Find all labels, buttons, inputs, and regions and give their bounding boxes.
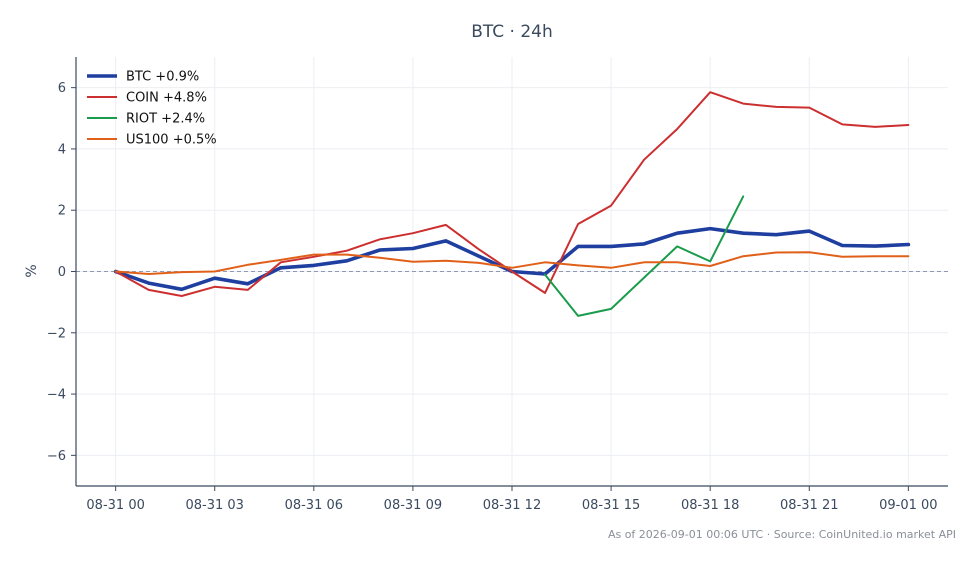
series-lines: [113, 91, 911, 317]
legend-label-0: BTC +0.9%: [126, 70, 199, 85]
y-tick-label: 0: [58, 265, 66, 280]
legend-label-2: RIOT +2.4%: [126, 112, 205, 127]
x-tick-label: 09-01 00: [879, 498, 937, 513]
legend: BTC +0.9% COIN +4.8% RIOT +2.4% US100 +0.5%: [87, 70, 217, 148]
y-tick-label: 2: [58, 204, 66, 219]
source-footer: As of 2026-09-01 00:06 UTC · Source: Coi…: [608, 528, 956, 541]
y-tick-label: 6: [58, 81, 66, 96]
y-tick-label: 4: [58, 142, 66, 157]
y-tick-label: −4: [47, 388, 66, 403]
x-tick-label: 08-31 12: [483, 498, 541, 513]
y-axis-ticks: −6 −4 −2 0 2 4 6: [47, 81, 76, 464]
x-tick-label: 08-31 09: [384, 498, 442, 513]
x-axis-ticks: 08-31 00 08-31 03 08-31 06 08-31 09 08-31 12…: [86, 486, 938, 513]
series-line-2: [544, 195, 745, 317]
legend-label-3: US100 +0.5%: [126, 133, 217, 148]
y-axis-label: %: [24, 264, 40, 277]
series-line-3: [114, 251, 910, 275]
series-line-1: [114, 91, 910, 297]
y-tick-label: −2: [47, 326, 66, 341]
x-tick-label: 08-31 03: [186, 498, 244, 513]
x-tick-label: 08-31 15: [582, 498, 640, 513]
y-tick-label: −6: [47, 449, 66, 464]
legend-label-1: COIN +4.8%: [126, 91, 207, 106]
x-tick-label: 08-31 00: [86, 498, 144, 513]
chart-title: BTC · 24h: [471, 22, 553, 42]
x-tick-label: 08-31 18: [681, 498, 739, 513]
x-tick-label: 08-31 06: [285, 498, 343, 513]
x-tick-label: 08-31 21: [780, 498, 838, 513]
